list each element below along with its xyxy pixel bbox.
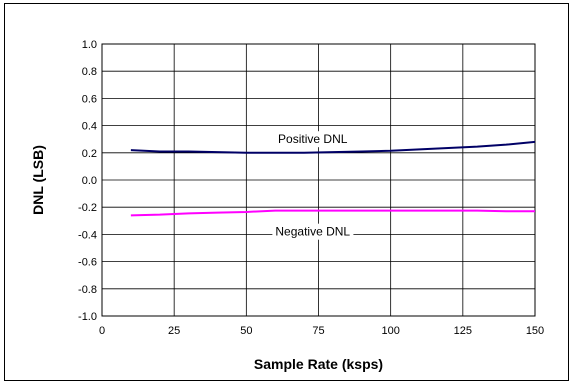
series-label-negative-dnl: Negative DNL [275, 225, 350, 239]
series-labels: Positive DNL Negative DNL [272, 131, 354, 240]
y-tick-labels: -1.0 -0.8 -0.6 -0.4 -0.2 0.0 0.2 0.4 0.6 0.8 1.0 [78, 39, 97, 323]
dnl-line-chart: -1.0 -0.8 -0.6 -0.4 -0.2 0.0 0.2 0.4 0.6 0.8 1.0 0… [30, 39, 544, 372]
x-tick-label: 0 [99, 325, 105, 337]
x-tick-label: 125 [454, 325, 472, 337]
chart-frame: -1.0 -0.8 -0.6 -0.4 -0.2 0.0 0.2 0.4 0.6 0.8 1.0 0… [4, 3, 569, 381]
y-tick-label: -0.6 [78, 257, 97, 269]
y-tick-label: 0.4 [82, 121, 97, 133]
x-tick-labels: 0 25 50 75 100 125 150 [99, 325, 544, 337]
y-tick-label: 0.8 [82, 66, 97, 78]
y-tick-label: 1.0 [82, 39, 97, 51]
grid [101, 43, 536, 317]
y-tick-label: 0.0 [82, 175, 97, 187]
plot-border [101, 43, 536, 317]
x-tick-label: 50 [240, 325, 252, 337]
y-tick-label: -0.4 [78, 229, 97, 241]
y-axis-title: DNL (LSB) [30, 145, 46, 215]
y-tick-label: 0.6 [82, 93, 97, 105]
series-label-background [272, 223, 354, 240]
y-tick-label: 0.2 [82, 148, 97, 160]
series-line-negative-dnl [130, 209, 535, 217]
x-tick-label: 150 [526, 325, 544, 337]
series-line-positive-dnl [130, 140, 536, 154]
y-tick-label: -0.8 [78, 284, 97, 296]
x-tick-label: 100 [381, 325, 399, 337]
series-group [130, 140, 536, 217]
x-tick-label: 25 [168, 325, 180, 337]
plot-area [101, 43, 536, 317]
x-axis-title: Sample Rate (ksps) [254, 356, 383, 372]
series-label-background [275, 131, 351, 148]
series-label-positive-dnl: Positive DNL [278, 132, 348, 146]
y-tick-label: -0.2 [78, 202, 97, 214]
x-tick-label: 75 [312, 325, 324, 337]
y-tick-label: -1.0 [78, 311, 97, 323]
